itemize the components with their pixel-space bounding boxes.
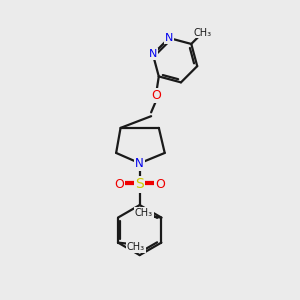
Text: O: O [155, 178, 165, 191]
Text: O: O [114, 178, 124, 191]
Text: O: O [152, 89, 161, 102]
Text: CH₃: CH₃ [127, 242, 145, 252]
Text: CH₃: CH₃ [135, 208, 153, 218]
Text: CH₃: CH₃ [194, 28, 212, 38]
Text: N: N [165, 33, 173, 43]
Text: N: N [135, 157, 144, 170]
Text: N: N [149, 49, 157, 59]
Text: S: S [135, 177, 144, 191]
